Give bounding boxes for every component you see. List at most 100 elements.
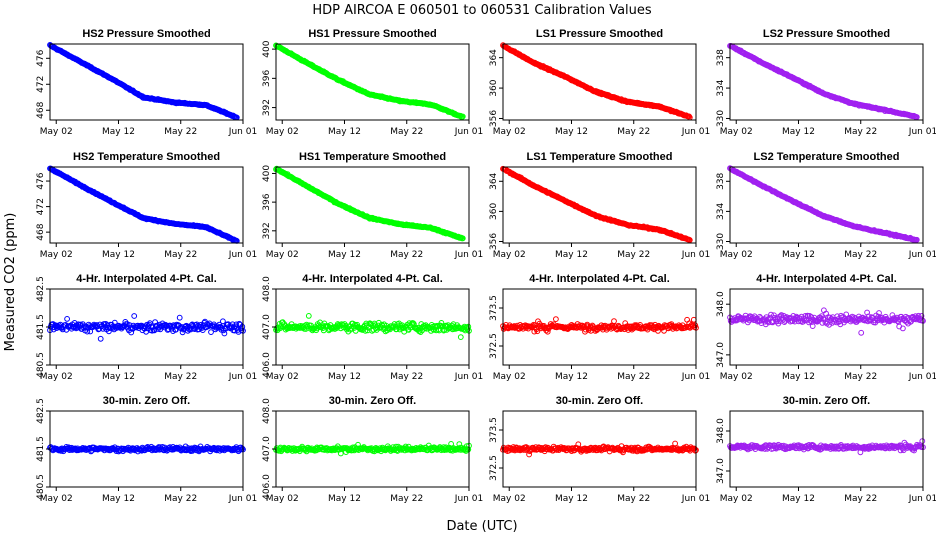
data-points (47, 313, 246, 342)
x-tick-label: May 12 (102, 127, 135, 137)
data-point (417, 329, 424, 336)
panel-title: 30-min. Zero Off. (783, 395, 870, 407)
y-tick-label: 482.5 (36, 398, 46, 424)
panel-title: HS1 Pressure Smoothed (308, 28, 436, 40)
x-tick-label: May 02 (266, 127, 299, 137)
data-point (459, 235, 466, 242)
y-tick-label: 481.5 (36, 436, 46, 462)
plot-frame (729, 410, 924, 488)
data-point (900, 325, 906, 332)
data-points (727, 165, 920, 243)
x-tick-label: May 12 (782, 250, 815, 260)
figure-title: HDP AIRCOA E 060501 to 060531 Calibratio… (312, 3, 652, 18)
y-tick-label: 348.0 (716, 418, 726, 444)
y-tick-label: 468 (36, 101, 46, 118)
data-points (273, 441, 472, 457)
y-axis-label: Measured CO2 (ppm) (3, 213, 18, 352)
x-tick-label: Jun 01 (228, 372, 257, 382)
data-point (690, 316, 697, 323)
y-tick-label: 476 (36, 49, 46, 66)
x-tick-label: Jun 01 (228, 250, 257, 260)
y-tick-label: 406.0 (262, 474, 272, 500)
data-point (147, 320, 153, 327)
data-points (500, 316, 699, 335)
x-tick-label: Jun 01 (454, 372, 483, 382)
y-tick-label: 482.5 (36, 276, 46, 302)
data-point (771, 312, 777, 319)
panel-1: HS1 Pressure Smoothed May 02 May 12 May 22 J… (262, 28, 483, 137)
data-point (396, 326, 403, 333)
panel-0: HS2 Pressure Smoothed May 02 May 12 May 22 J… (36, 28, 257, 137)
data-point (84, 328, 91, 335)
x-tick-label: May 02 (720, 372, 753, 382)
y-tick-label: 408.0 (262, 276, 272, 302)
data-points (727, 43, 920, 120)
data-points (47, 443, 246, 455)
data-point (809, 323, 816, 330)
panel-title: 4-Hr. Interpolated 4-Pt. Cal. (302, 273, 443, 285)
x-tick-label: May 12 (782, 127, 815, 137)
y-tick-label: 396 (262, 69, 272, 86)
x-tick-label: May 02 (493, 494, 526, 504)
data-point (208, 329, 214, 336)
data-points (500, 440, 699, 458)
x-tick-label: May 12 (555, 372, 588, 382)
data-point (889, 312, 896, 319)
y-tick-label: 408.0 (262, 398, 272, 424)
y-tick-label: 480.5 (36, 352, 46, 378)
panel-13: 30-min. Zero Off. May 02 May 12 May 22 Jun 0… (262, 395, 483, 504)
data-point (459, 113, 466, 120)
data-point (164, 322, 170, 329)
y-tick-label: 400 (262, 40, 272, 57)
plot-frame (729, 288, 924, 366)
data-point (690, 323, 696, 329)
x-tick-label: May 22 (390, 372, 423, 382)
x-tick-label: Jun 01 (681, 494, 710, 504)
data-point (305, 313, 312, 319)
data-point (804, 312, 811, 319)
plot-frame (729, 166, 924, 244)
data-point (131, 313, 138, 319)
x-tick-label: May 02 (266, 494, 299, 504)
panel-grid: HS2 Pressure Smoothed May 02 May 12 May 22 J… (36, 28, 936, 504)
x-tick-label: May 22 (617, 250, 650, 260)
data-points (500, 42, 693, 121)
y-tick-label: 330 (716, 233, 726, 250)
data-points (273, 313, 472, 341)
x-tick-label: May 02 (493, 250, 526, 260)
data-point (858, 329, 865, 336)
y-tick-label: 364 (489, 172, 499, 189)
panel-title: HS1 Temperature Smoothed (299, 151, 446, 163)
x-tick-label: Jun 01 (908, 250, 936, 260)
x-tick-label: May 22 (844, 250, 877, 260)
x-tick-label: May 12 (555, 127, 588, 137)
x-tick-label: Jun 01 (681, 127, 710, 137)
data-points (500, 165, 693, 244)
data-points (273, 165, 466, 242)
x-tick-label: May 02 (720, 494, 753, 504)
data-point (457, 334, 464, 341)
data-point (97, 335, 104, 342)
panel-7: LS2 Temperature Smoothed May 02 May 12 May … (716, 151, 936, 260)
y-tick-label: 406.0 (262, 352, 272, 378)
data-point (411, 321, 417, 328)
data-points (273, 42, 466, 120)
x-tick-label: May 22 (844, 127, 877, 137)
y-tick-label: 400 (262, 165, 272, 182)
panel-title: LS2 Temperature Smoothed (754, 151, 900, 163)
y-tick-label: 392 (262, 222, 272, 239)
panel-6: LS1 Temperature Smoothed May 02 May 12 May … (489, 151, 710, 260)
x-tick-label: May 12 (555, 250, 588, 260)
x-tick-label: Jun 01 (908, 494, 936, 504)
panel-12: 30-min. Zero Off. May 02 May 12 May 22 Jun 0… (36, 395, 257, 504)
panel-title: LS1 Temperature Smoothed (527, 151, 673, 163)
data-point (144, 321, 150, 328)
data-point (64, 316, 70, 322)
y-tick-label: 407.0 (262, 436, 272, 462)
plot-frame (502, 410, 697, 488)
y-tick-label: 481.5 (36, 314, 46, 340)
x-tick-label: Jun 01 (681, 250, 710, 260)
x-tick-label: May 22 (164, 127, 197, 137)
data-points (47, 42, 240, 121)
y-tick-label: 468 (36, 223, 46, 240)
